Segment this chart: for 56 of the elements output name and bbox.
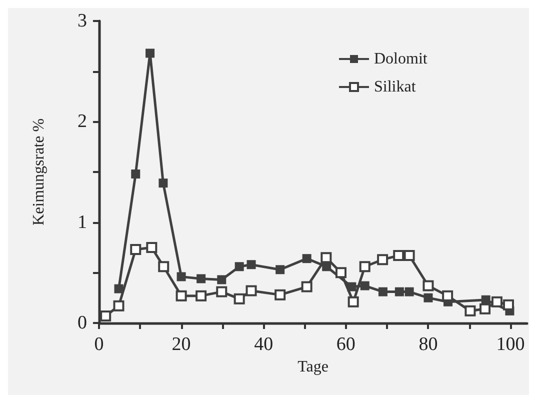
point	[216, 286, 228, 298]
point	[464, 305, 476, 316]
legend-label: Silikat	[374, 78, 416, 96]
point	[158, 261, 170, 272]
x-tick-label: 40	[254, 334, 274, 355]
y-axis-title: Keimungsrate %	[30, 118, 48, 226]
point	[131, 170, 140, 179]
point	[113, 300, 124, 312]
point	[424, 293, 433, 302]
point	[114, 284, 124, 294]
x-tick-label: 0	[94, 334, 104, 355]
point	[146, 48, 155, 58]
point	[360, 281, 370, 290]
point	[378, 287, 388, 296]
point	[146, 242, 158, 253]
point	[276, 265, 285, 274]
point	[442, 290, 454, 302]
point	[335, 267, 346, 278]
y-tick-label: 2	[78, 111, 87, 132]
point	[176, 290, 187, 302]
point	[100, 310, 112, 322]
point	[158, 178, 168, 188]
point	[491, 296, 502, 308]
point	[234, 262, 244, 272]
point	[502, 299, 514, 310]
x-tick-label: 100	[496, 334, 525, 355]
point	[234, 293, 245, 304]
point	[196, 290, 207, 302]
point	[217, 275, 226, 284]
y-tick-label: 1	[78, 212, 87, 233]
point	[404, 250, 415, 262]
point	[196, 274, 206, 284]
x-tick-label: 60	[336, 334, 356, 355]
point	[394, 287, 404, 296]
point	[302, 254, 312, 264]
legend-label: Dolomit	[374, 50, 428, 68]
x-tick-label: 80	[418, 334, 438, 355]
point	[246, 260, 256, 270]
point	[393, 250, 404, 262]
point	[176, 272, 186, 282]
y-tick-label: 0	[78, 312, 87, 334]
point	[480, 303, 491, 314]
x-tick-label: 20	[172, 334, 191, 355]
point	[377, 254, 388, 266]
point	[359, 261, 370, 272]
point	[404, 287, 414, 296]
point	[246, 285, 257, 296]
point	[347, 282, 356, 292]
y-tick-label: 3	[78, 10, 87, 32]
point	[130, 244, 142, 256]
point	[320, 252, 332, 264]
point	[274, 289, 286, 300]
point	[348, 296, 359, 308]
point	[422, 280, 434, 292]
x-axis-title: Tage	[298, 358, 328, 376]
point	[301, 281, 312, 292]
